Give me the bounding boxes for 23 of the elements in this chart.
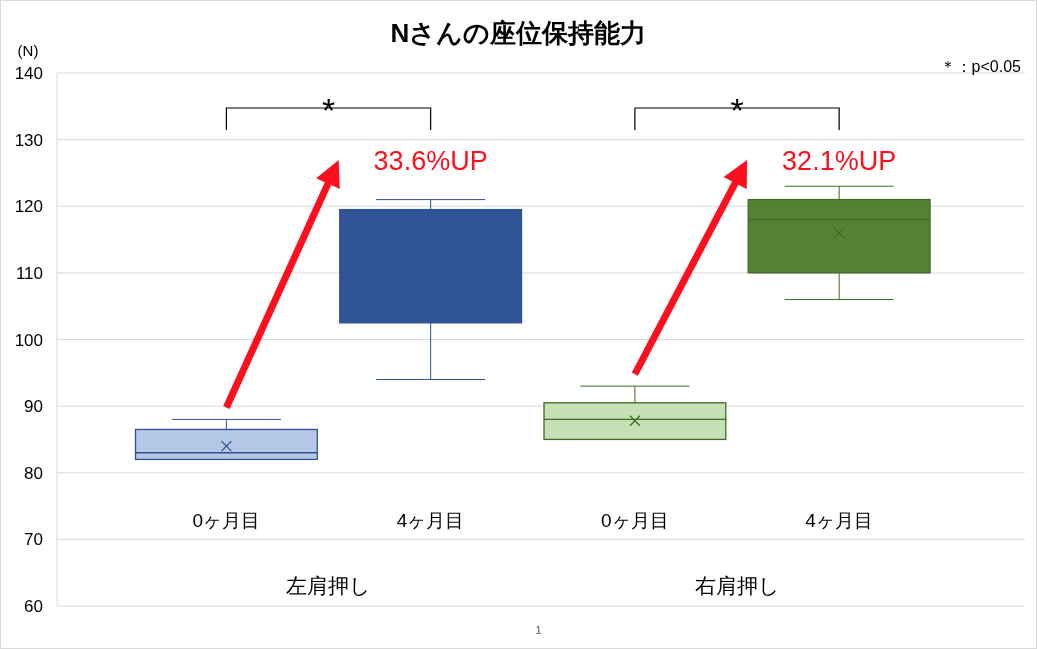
y-axis-title: (N) [17, 42, 39, 59]
annotation: 右肩押し [694, 574, 780, 597]
annotation: 32.1%UP [782, 146, 897, 176]
text: 1 [535, 624, 542, 636]
y-tick-label: 100 [14, 330, 43, 350]
x-tick-label: 0ヶ月目 [192, 510, 261, 531]
y-tick-label: 70 [24, 530, 43, 550]
y-tick-label: 90 [24, 397, 43, 417]
annotation: 33.6%UP [373, 146, 488, 176]
annotation: * [321, 91, 336, 129]
y-tick-label: 110 [15, 263, 43, 283]
chart-title: Nさんの座位保持能力 [390, 18, 647, 48]
annotation: * [730, 91, 744, 129]
y-tick-label: 80 [24, 463, 43, 483]
y-tick-label: 120 [14, 197, 43, 217]
y-tick-label: 130 [14, 130, 43, 150]
x-tick-label: 4ヶ月目 [805, 510, 873, 531]
x-tick-label: 4ヶ月目 [396, 510, 465, 531]
annotation: ＊：p<0.05 [939, 58, 1022, 75]
x-tick-label: 0ヶ月目 [601, 510, 669, 531]
y-tick-label: 140 [14, 64, 43, 83]
annotation: 左肩押し [286, 574, 372, 597]
y-tick-label: 60 [24, 597, 43, 616]
